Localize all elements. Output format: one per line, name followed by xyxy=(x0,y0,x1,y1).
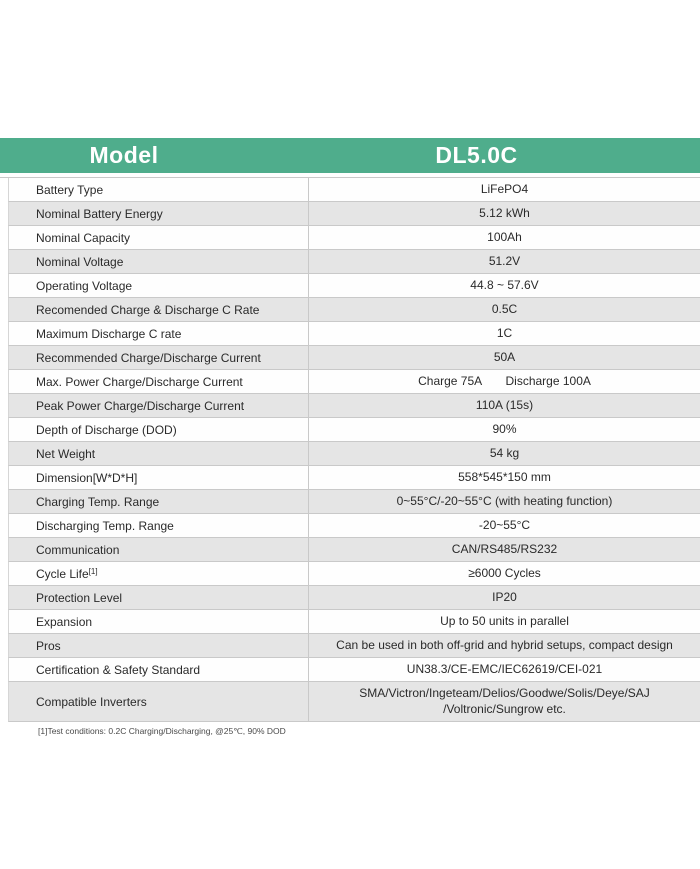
spec-table: Model DL5.0C Battery Type LiFePO4 Nomina… xyxy=(0,138,700,737)
footnote-marker: [1] xyxy=(88,566,98,576)
row-value: Up to 50 units in parallel xyxy=(440,613,569,628)
table-row-pros: Pros Can be used in both off-grid and hy… xyxy=(8,634,700,658)
row-label: Maximum Discharge C rate xyxy=(9,322,309,345)
row-value: -20~55°C xyxy=(478,517,531,532)
model-header-label: Model xyxy=(89,142,159,168)
row-value: 558*545*150 mm xyxy=(458,469,551,484)
row-label: Communication xyxy=(9,538,309,561)
row-label: Nominal Battery Energy xyxy=(9,202,309,225)
row-value: 1C xyxy=(496,325,513,340)
table-row-nominal-voltage: Nominal Voltage 51.2V xyxy=(8,250,700,274)
table-row-certification: Certification & Safety Standard UN38.3/C… xyxy=(8,658,700,682)
row-value: 51.2V xyxy=(488,253,521,268)
table-row-peak-power-current: Peak Power Charge/Discharge Current 110A… xyxy=(8,394,700,418)
table-row-dimension: Dimension[W*D*H] 558*545*150 mm xyxy=(8,466,700,490)
row-label: Pros xyxy=(9,634,309,657)
table-row-compatible-inverters: Compatible Inverters SMA/Victron/Ingetea… xyxy=(8,682,700,722)
row-value: LiFePO4 xyxy=(480,181,529,196)
table-row-cycle-life: Cycle Life [1] ≥6000 Cycles xyxy=(8,562,700,586)
row-value: 110A (15s) xyxy=(475,397,534,412)
row-label: Discharging Temp. Range xyxy=(9,514,309,537)
table-row-nominal-capacity: Nominal Capacity 100Ah xyxy=(8,226,700,250)
row-value: CAN/RS485/RS232 xyxy=(451,541,558,556)
row-value: 90% xyxy=(492,421,517,436)
table-row-charging-temp: Charging Temp. Range 0~55°C/-20~55°C (wi… xyxy=(8,490,700,514)
row-value: 44.8 ~ 57.6V xyxy=(470,277,539,292)
row-value: UN38.3/CE-EMC/IEC62619/CEI-021 xyxy=(406,661,603,676)
row-label: Max. Power Charge/Discharge Current xyxy=(9,370,309,393)
table-body: Battery Type LiFePO4 Nominal Battery Ene… xyxy=(0,177,700,722)
row-value: Charge 75A Discharge 100A xyxy=(418,373,591,388)
row-value: ≥6000 Cycles xyxy=(468,565,541,580)
row-label: Recommended Charge/Discharge Current xyxy=(9,346,309,369)
test-conditions-footnote: [1]Test conditions: 0.2C Charging/Discha… xyxy=(38,726,286,736)
row-label: Peak Power Charge/Discharge Current xyxy=(9,394,309,417)
row-label: Battery Type xyxy=(9,178,309,201)
row-value: 0.5C xyxy=(491,301,518,316)
row-value: 5.12 kWh xyxy=(479,205,530,220)
table-row-nominal-battery-energy: Nominal Battery Energy 5.12 kWh xyxy=(8,202,700,226)
row-label: Certification & Safety Standard xyxy=(9,658,309,681)
row-label: Compatible Inverters xyxy=(9,682,309,721)
row-label: Net Weight xyxy=(9,442,309,465)
row-value: IP20 xyxy=(492,589,517,604)
row-label: Dimension[W*D*H] xyxy=(9,466,309,489)
model-header-value: DL5.0C xyxy=(435,142,518,168)
row-label: Nominal Voltage xyxy=(9,250,309,273)
row-value: 54 kg xyxy=(489,445,520,460)
table-row-discharging-temp: Discharging Temp. Range -20~55°C xyxy=(8,514,700,538)
row-label: Operating Voltage xyxy=(9,274,309,297)
table-row-max-discharge-c-rate: Maximum Discharge C rate 1C xyxy=(8,322,700,346)
row-label-text: Cycle Life xyxy=(36,566,89,581)
row-label: Protection Level xyxy=(9,586,309,609)
row-value: 50A xyxy=(493,349,516,364)
table-row-dod: Depth of Discharge (DOD) 90% xyxy=(8,418,700,442)
row-label: Expansion xyxy=(9,610,309,633)
table-row-battery-type: Battery Type LiFePO4 xyxy=(8,178,700,202)
row-value: 0~55°C/-20~55°C (with heating function) xyxy=(396,493,613,508)
table-row-max-power-current: Max. Power Charge/Discharge Current Char… xyxy=(8,370,700,394)
table-row-net-weight: Net Weight 54 kg xyxy=(8,442,700,466)
table-row-recomended-c-rate: Recomended Charge & Discharge C Rate 0.5… xyxy=(8,298,700,322)
row-label: Recomended Charge & Discharge C Rate xyxy=(9,298,309,321)
table-row-communication: Communication CAN/RS485/RS232 xyxy=(8,538,700,562)
row-label: Cycle Life [1] xyxy=(9,562,309,585)
table-row-expansion: Expansion Up to 50 units in parallel xyxy=(8,610,700,634)
row-value: SMA/Victron/Ingeteam/Delios/Goodwe/Solis… xyxy=(359,685,650,716)
row-value: 100Ah xyxy=(487,229,522,244)
row-label: Depth of Discharge (DOD) xyxy=(9,418,309,441)
row-label: Nominal Capacity xyxy=(9,226,309,249)
table-row-protection-level: Protection Level IP20 xyxy=(8,586,700,610)
table-header: Model DL5.0C xyxy=(0,138,700,173)
table-row-operating-voltage: Operating Voltage 44.8 ~ 57.6V xyxy=(8,274,700,298)
row-label: Charging Temp. Range xyxy=(9,490,309,513)
table-row-recommended-current: Recommended Charge/Discharge Current 50A xyxy=(8,346,700,370)
row-value: Can be used in both off-grid and hybrid … xyxy=(336,637,673,652)
